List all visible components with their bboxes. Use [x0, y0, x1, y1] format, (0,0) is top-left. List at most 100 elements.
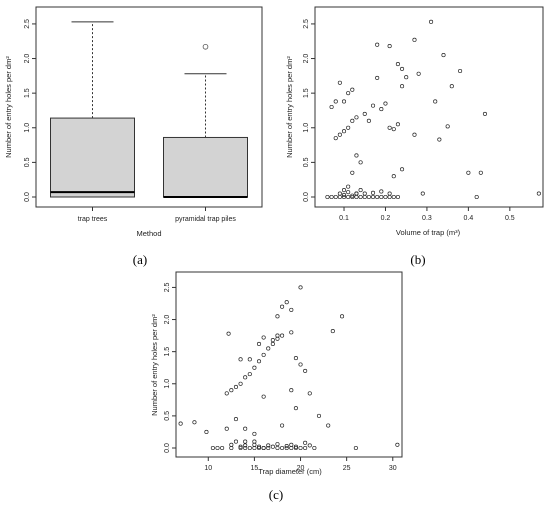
- data-point: [256, 341, 262, 346]
- data-point: [350, 118, 355, 123]
- data-point: [346, 125, 351, 130]
- y-tick-label: 0.5: [303, 157, 310, 167]
- data-point: [275, 445, 280, 451]
- data-point: [400, 66, 405, 71]
- data-point: [362, 194, 367, 200]
- y-tick-label: 1.5: [303, 88, 310, 98]
- data-point: [383, 194, 388, 200]
- y-tick-label: 0.0: [303, 192, 310, 202]
- data-point: [256, 445, 262, 451]
- y-tick-label: 1.0: [24, 123, 31, 133]
- plot-frame: [314, 6, 544, 208]
- data-point: [238, 444, 243, 449]
- data-point: [341, 188, 347, 193]
- data-point: [247, 357, 252, 362]
- data-point: [395, 194, 400, 200]
- data-point: [437, 137, 442, 142]
- data-point: [303, 440, 308, 445]
- x-axis: 0.1 0.2 0.3 0.4 0.5: [339, 207, 515, 222]
- data-point: [289, 388, 294, 393]
- data-point: [215, 445, 220, 451]
- data-point: [238, 381, 243, 386]
- data-point: [333, 194, 338, 200]
- data-point: [383, 101, 388, 106]
- data-point: [280, 423, 285, 428]
- data-point: [354, 191, 359, 196]
- data-points: [178, 285, 400, 451]
- data-point: [226, 331, 231, 336]
- data-point: [247, 445, 252, 451]
- y-axis: 0.0 0.5 1.0 1.5 2.0 2.5: [164, 282, 176, 453]
- data-point: [192, 420, 197, 425]
- x-axis: trap trees pyramidal trap piles: [78, 207, 236, 223]
- data-point: [350, 193, 355, 198]
- data-point: [261, 445, 266, 451]
- data-point: [280, 445, 285, 451]
- data-point: [387, 44, 392, 49]
- panel-label: (b): [410, 252, 425, 267]
- data-point: [337, 191, 342, 196]
- data-point: [261, 335, 266, 340]
- data-point: [280, 304, 285, 309]
- x-tick-label: 0.1: [339, 215, 349, 222]
- data-point: [379, 107, 384, 112]
- box: [50, 117, 135, 198]
- data-point: [293, 406, 298, 411]
- data-point: [341, 192, 347, 197]
- data-point: [362, 191, 367, 196]
- data-point: [420, 191, 425, 196]
- y-tick-label: 0.5: [24, 157, 31, 167]
- data-point: [370, 194, 376, 200]
- x-tick-label: 0.4: [464, 215, 474, 222]
- data-point: [346, 194, 351, 200]
- x-axis-label: Trap diameter (cm): [258, 467, 322, 476]
- data-point: [284, 300, 289, 305]
- data-point: [375, 42, 380, 47]
- data-point: [358, 188, 363, 193]
- data-point: [289, 307, 294, 312]
- panel-label: (c): [269, 487, 283, 502]
- data-point: [400, 167, 405, 172]
- data-point: [298, 445, 303, 451]
- data-point: [289, 445, 294, 451]
- data-point: [238, 445, 243, 451]
- data-point: [395, 62, 400, 67]
- data-point: [233, 439, 239, 444]
- data-point: [266, 443, 271, 448]
- data-point: [252, 431, 257, 436]
- data-point: [358, 160, 363, 165]
- panel-b-scatter: 0.0 0.5 1.0 1.5 2.0 2.5 0.1 0.2 0.3 0.4 0.5 Volum…: [285, 6, 544, 267]
- data-point: [346, 190, 351, 195]
- x-tick-label: 25: [343, 465, 351, 472]
- data-point: [354, 194, 359, 200]
- x-tick-label: 0.2: [381, 215, 391, 222]
- y-axis: 0.0 0.5 1.0 1.5 2.0 2.5: [24, 19, 36, 202]
- data-point: [391, 174, 396, 179]
- y-axis-label: Number of entry holes per dm²: [150, 314, 159, 416]
- data-point: [270, 341, 275, 346]
- data-point: [243, 375, 248, 380]
- data-point: [341, 99, 347, 104]
- y-tick-label: 0.0: [164, 443, 171, 453]
- data-point: [466, 170, 471, 175]
- data-point: [400, 84, 405, 89]
- data-point: [303, 445, 308, 451]
- data-point: [293, 356, 298, 361]
- data-point: [536, 191, 541, 196]
- data-point: [303, 368, 308, 373]
- data-point: [252, 365, 257, 370]
- data-point: [366, 118, 371, 123]
- data-point: [337, 194, 342, 200]
- data-point: [270, 444, 275, 449]
- data-point: [224, 426, 229, 431]
- data-point: [284, 445, 289, 451]
- x-tick-label: 15: [251, 465, 259, 472]
- y-axis-label: Number of entry holes per dm²: [285, 56, 294, 158]
- data-point: [204, 429, 209, 434]
- data-point: [280, 333, 285, 338]
- data-point: [233, 384, 239, 390]
- x-tick-label: 10: [204, 465, 212, 472]
- data-point: [293, 445, 298, 451]
- data-point: [266, 346, 271, 351]
- data-point: [312, 445, 317, 451]
